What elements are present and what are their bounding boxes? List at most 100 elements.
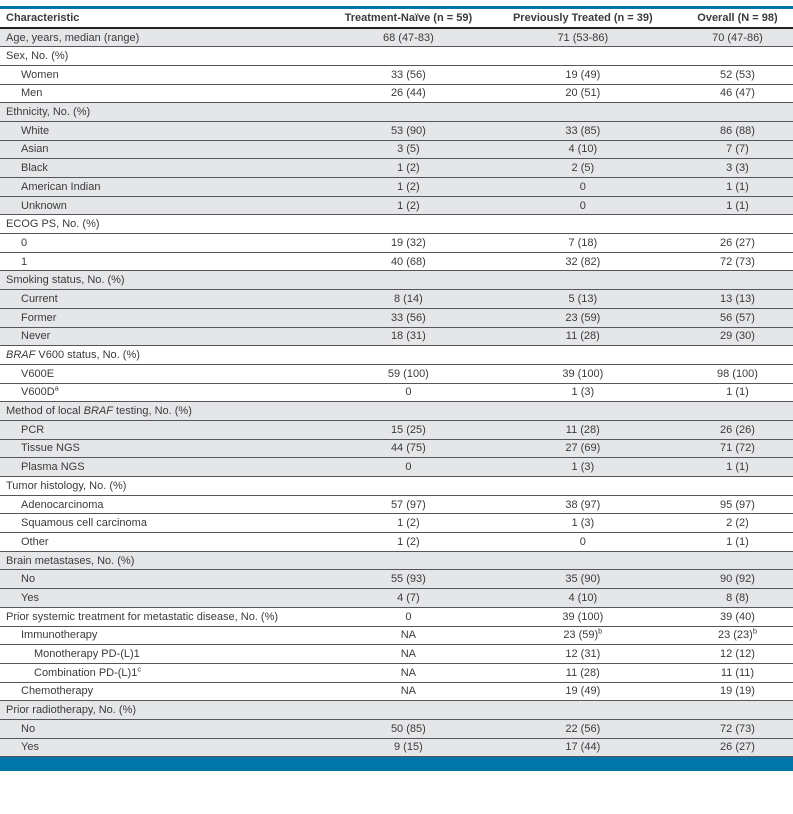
previously-treated-value-cell: 11 (28) [483,420,682,440]
overall-value-cell: 26 (27) [681,738,793,758]
overall-value-cell: 39 (40) [681,607,793,627]
overall-value-cell: 56 (57) [681,308,793,328]
table-row: 1 40 (68) 32 (82) 72 (73) [0,252,793,272]
previously-treated-value-cell: 27 (69) [483,439,682,459]
table-row: Adenocarcinoma 57 (97) 38 (97) 95 (97) [0,495,793,515]
previously-treated-value-cell [483,46,682,66]
overall-value-cell [681,476,793,496]
overall-value-cell: 72 (73) [681,252,793,272]
previously-treated-value-cell: 23 (59) [483,308,682,328]
overall-value-cell: 1 (1) [681,457,793,477]
previously-treated-value-cell: 17 (44) [483,738,682,758]
table-row: Tissue NGS 44 (75) 27 (69) 71 (72) [0,439,793,459]
characteristic-label-cell: Plasma NGS [0,457,334,477]
previously-treated-value-cell: 0 [483,532,682,552]
overall-value-cell [681,700,793,720]
treatment-naive-value-cell: 50 (85) [333,719,484,739]
overall-value-cell [681,46,793,66]
previously-treated-value-cell: 39 (100) [483,607,682,627]
previously-treated-value-cell: 22 (56) [483,719,682,739]
table-row: V600Da 0 1 (3) 1 (1) [0,383,793,403]
treatment-naive-value-cell [333,476,484,496]
treatment-naive-value-cell: NA [333,644,484,664]
characteristic-label-cell: Men [0,84,334,104]
overall-value-cell: 11 (11) [681,663,793,683]
overall-value-cell: 19 (19) [681,682,793,702]
previously-treated-value-cell [483,476,682,496]
characteristic-label-cell: Yes [0,738,334,758]
overall-value-cell: 8 (8) [681,588,793,608]
col-header-previously-treated: Previously Treated (n = 39) [483,9,682,29]
treatment-naive-value-cell: NA [333,626,484,646]
characteristic-label-cell: Current [0,289,334,309]
treatment-naive-value-cell: 59 (100) [333,364,484,384]
characteristic-label-cell: American Indian [0,177,334,197]
table-row: Women 33 (56) 19 (49) 52 (53) [0,65,793,85]
patient-characteristics-table: Characteristic Treatment-Naïve (n = 59) … [0,9,793,758]
table-row: Plasma NGS 0 1 (3) 1 (1) [0,457,793,477]
table-row: No 55 (93) 35 (90) 90 (92) [0,569,793,590]
table-row: V600E 59 (100) 39 (100) 98 (100) [0,364,793,384]
previously-treated-value-cell: 33 (85) [483,121,682,141]
characteristic-label-cell: Tumor histology, No. (%) [0,476,334,496]
previously-treated-value-cell [483,700,682,720]
table-row: Yes 4 (7) 4 (10) 8 (8) [0,588,793,608]
overall-value-cell: 1 (1) [681,196,793,216]
treatment-naive-value-cell: NA [333,663,484,683]
previously-treated-value-cell: 4 (10) [483,588,682,608]
overall-value-cell [681,345,793,365]
overall-value-cell: 95 (97) [681,495,793,515]
previously-treated-value-cell: 39 (100) [483,364,682,384]
previously-treated-value-cell: 19 (49) [483,682,682,702]
table-row: Squamous cell carcinoma 1 (2) 1 (3) 2 (2… [0,513,793,534]
overall-value-cell: 12 (12) [681,644,793,664]
treatment-naive-value-cell: 0 [333,383,484,403]
previously-treated-value-cell: 23 (59)b [483,626,682,646]
overall-value-cell: 3 (3) [681,158,793,178]
treatment-naive-value-cell: 57 (97) [333,495,484,515]
treatment-naive-value-cell: 53 (90) [333,121,484,141]
overall-value-cell: 52 (53) [681,65,793,85]
overall-value-cell: 13 (13) [681,289,793,309]
characteristic-label-cell: Black [0,158,334,178]
characteristic-label-cell: Age, years, median (range) [0,28,334,48]
treatment-naive-value-cell: 1 (2) [333,158,484,178]
treatment-naive-value-cell: 19 (32) [333,233,484,253]
table-row: White 53 (90) 33 (85) 86 (88) [0,121,793,141]
previously-treated-value-cell: 71 (53-86) [483,28,682,48]
previously-treated-value-cell: 4 (10) [483,140,682,160]
overall-value-cell [681,551,793,571]
characteristic-label-cell: Yes [0,588,334,608]
table-row: Men 26 (44) 20 (51) 46 (47) [0,84,793,104]
treatment-naive-value-cell [333,345,484,365]
table-row: Prior radiotherapy, No. (%) [0,700,793,720]
characteristic-label-cell: V600Da [0,383,334,403]
overall-value-cell: 46 (47) [681,84,793,104]
treatment-naive-value-cell: 44 (75) [333,439,484,459]
table-row: Prior systemic treatment for metastatic … [0,607,793,627]
previously-treated-value-cell: 11 (28) [483,327,682,347]
overall-value-cell: 1 (1) [681,177,793,197]
table-row: Method of local BRAF testing, No. (%) [0,401,793,421]
table-row: PCR 15 (25) 11 (28) 26 (26) [0,420,793,440]
previously-treated-value-cell: 7 (18) [483,233,682,253]
treatment-naive-value-cell: 0 [333,457,484,477]
overall-value-cell: 90 (92) [681,569,793,590]
treatment-naive-value-cell: 1 (2) [333,196,484,216]
previously-treated-value-cell: 35 (90) [483,569,682,590]
treatment-naive-value-cell: 55 (93) [333,569,484,590]
characteristic-label-cell: Tissue NGS [0,439,334,459]
overall-value-cell: 1 (1) [681,383,793,403]
table-bottom-accent-bar [0,757,793,772]
treatment-naive-value-cell: 15 (25) [333,420,484,440]
characteristic-label-cell: BRAF V600 status, No. (%) [0,345,334,365]
previously-treated-value-cell: 32 (82) [483,252,682,272]
previously-treated-value-cell: 19 (49) [483,65,682,85]
previously-treated-value-cell [483,345,682,365]
table-row: No 50 (85) 22 (56) 72 (73) [0,719,793,739]
characteristic-label-cell: Immunotherapy [0,626,334,646]
previously-treated-value-cell: 0 [483,177,682,197]
overall-value-cell [681,214,793,235]
overall-value-cell [681,270,793,291]
characteristic-label-cell: Prior radiotherapy, No. (%) [0,700,334,720]
